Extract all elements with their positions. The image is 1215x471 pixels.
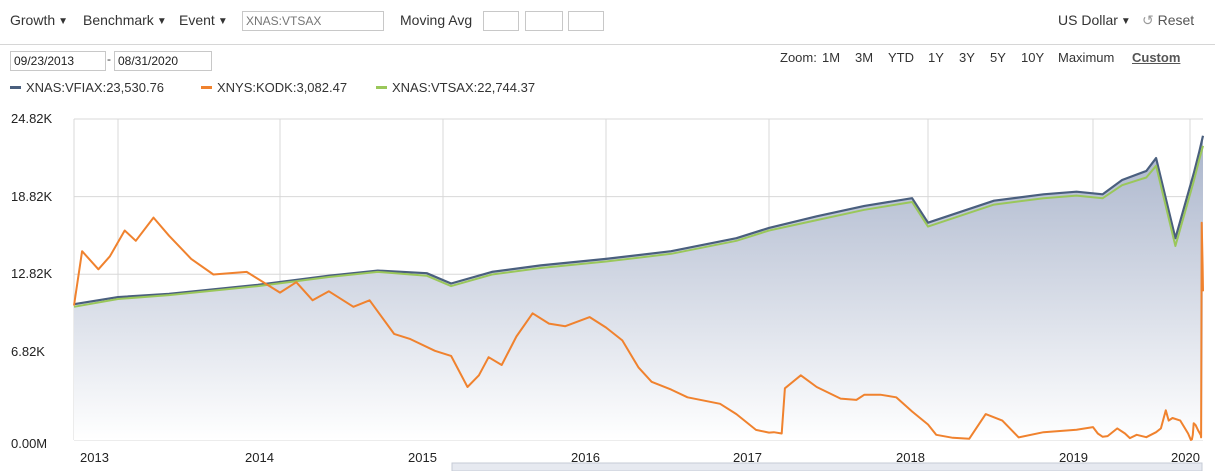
end-date-input[interactable] bbox=[114, 51, 212, 71]
y-tick-label: 0.00M bbox=[11, 436, 48, 451]
zoom-ytd[interactable]: YTD bbox=[888, 50, 914, 65]
series-line-xnas-vtsax[interactable] bbox=[73, 145, 1204, 308]
zoom-1m[interactable]: 1M bbox=[822, 50, 841, 65]
series-line-xnys-kodk[interactable] bbox=[73, 216, 1204, 441]
chevron-down-icon: ▼ bbox=[58, 16, 69, 27]
x-tick-label: 2016 bbox=[571, 450, 600, 465]
x-tick-label: 2020 bbox=[1171, 450, 1200, 465]
reset-icon: ↺ bbox=[1142, 12, 1154, 28]
zoom-3y[interactable]: 3Y bbox=[959, 50, 975, 65]
currency-dropdown[interactable]: US Dollar ▼ bbox=[1058, 12, 1131, 28]
zoom-1y[interactable]: 1Y bbox=[928, 50, 944, 65]
x-tick-label: 2015 bbox=[408, 450, 437, 465]
moving-avg-input-3[interactable] bbox=[568, 11, 604, 31]
legend-label: XNAS:VTSAX:22,744.37 bbox=[392, 80, 536, 95]
benchmark-dropdown[interactable]: Benchmark ▼ bbox=[83, 12, 167, 28]
zoom-label: Zoom: bbox=[780, 50, 817, 65]
x-tick-label: 2018 bbox=[896, 450, 925, 465]
event-dropdown[interactable]: Event ▼ bbox=[179, 12, 228, 28]
date-separator: - bbox=[107, 52, 111, 66]
y-tick-label: 24.82K bbox=[11, 111, 53, 126]
legend-label: XNAS:VFIAX:23,530.76 bbox=[26, 80, 165, 95]
moving-avg-input-1[interactable] bbox=[483, 11, 519, 31]
series-line-xnas-vfiax[interactable] bbox=[73, 135, 1205, 306]
x-tick-label: 2017 bbox=[733, 450, 762, 465]
moving-avg-input-2[interactable] bbox=[525, 11, 563, 31]
benchmark-label: Benchmark bbox=[83, 12, 154, 28]
zoom-5y[interactable]: 5Y bbox=[990, 50, 1006, 65]
navigator-selection[interactable] bbox=[451, 462, 1203, 471]
reset-label: Reset bbox=[1157, 12, 1195, 28]
zoom-10y[interactable]: 10Y bbox=[1021, 50, 1045, 65]
legend-item-vfiax[interactable]: XNAS:VFIAX:23,530.76 bbox=[10, 80, 164, 95]
zoom-3m[interactable]: 3M bbox=[855, 50, 874, 65]
x-tick-label: 2014 bbox=[245, 450, 274, 465]
legend-item-kodk[interactable]: XNYS:KODK:3,082.47 bbox=[201, 80, 347, 95]
chevron-down-icon: ▼ bbox=[156, 16, 167, 27]
y-tick-label: 18.82K bbox=[11, 188, 53, 204]
legend-label: XNYS:KODK:3,082.47 bbox=[217, 80, 348, 95]
legend-swatch bbox=[10, 86, 21, 90]
y-tick-label: 6.82K bbox=[11, 343, 45, 359]
toolbar: Growth▼ Benchmark▼ Event▼ Moving Avg US … bbox=[0, 0, 1215, 45]
x-tick-label: 2019 bbox=[1059, 450, 1088, 465]
zoom-maximum[interactable]: Maximum bbox=[1058, 50, 1115, 65]
moving-avg-label: Moving Avg bbox=[400, 12, 473, 28]
event-label: Event bbox=[179, 12, 215, 28]
chevron-down-icon: ▼ bbox=[217, 16, 228, 27]
growth-label: Growth bbox=[10, 12, 56, 28]
legend-item-vtsax[interactable]: XNAS:VTSAX:22,744.37 bbox=[376, 80, 535, 95]
reset-button[interactable]: ↺ Reset bbox=[1142, 12, 1194, 29]
series-layer bbox=[73, 135, 1205, 441]
symbol-search-input[interactable] bbox=[242, 11, 384, 31]
y-tick-label: 12.82K bbox=[11, 266, 53, 282]
chevron-down-icon: ▼ bbox=[1120, 16, 1131, 27]
legend-swatch bbox=[376, 86, 387, 90]
zoom-custom[interactable]: Custom bbox=[1132, 50, 1181, 65]
x-tick-label: 2013 bbox=[80, 450, 109, 465]
growth-dropdown[interactable]: Growth ▼ bbox=[10, 12, 68, 28]
legend-swatch bbox=[201, 86, 212, 90]
currency-label: US Dollar bbox=[1058, 12, 1118, 28]
start-date-input[interactable] bbox=[10, 51, 106, 71]
